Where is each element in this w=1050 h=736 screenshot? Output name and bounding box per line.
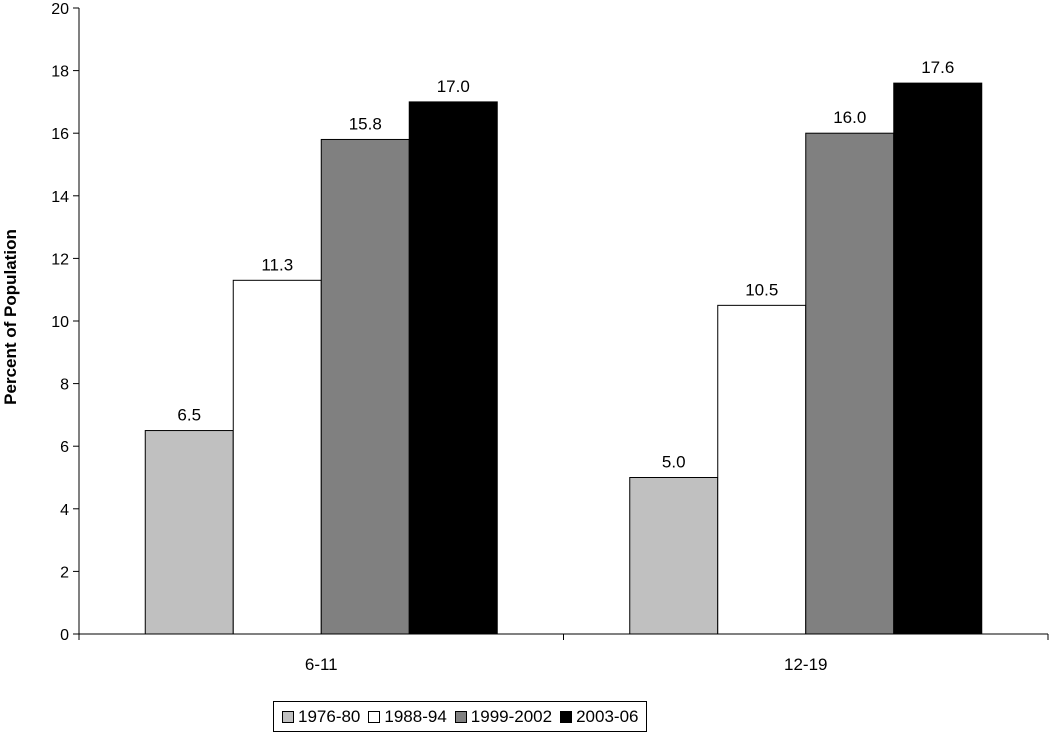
category-label: 12-19 xyxy=(784,655,827,674)
bar-1999-2002-6-11 xyxy=(320,138,410,635)
data-labels: 6.5 11.3 15.8 17.0 5.0 10.5 16.0 17.6 xyxy=(177,58,954,471)
data-label: 15.8 xyxy=(349,114,382,133)
legend-label: 2003-06 xyxy=(576,706,639,726)
y-tick-label: 0 xyxy=(60,627,69,644)
data-label: 17.0 xyxy=(437,77,470,96)
data-label: 6.5 xyxy=(177,406,201,425)
y-tick-label: 18 xyxy=(51,64,69,81)
legend-item: 1988-94 xyxy=(368,706,447,727)
bar-chart: 0 2 4 6 8 10 12 14 16 18 20 6-11 12-19 6.5 11.3 15.8 17… xyxy=(1,1,1049,674)
y-tick-label: 12 xyxy=(51,251,69,268)
bar-1976-80-12-19 xyxy=(629,477,719,635)
legend-swatch xyxy=(454,710,467,723)
bar-2003-06-6-11 xyxy=(408,101,498,635)
y-tick-label: 16 xyxy=(51,126,69,143)
data-label: 16.0 xyxy=(833,108,866,127)
data-label: 10.5 xyxy=(745,280,778,299)
category-label: 6-11 xyxy=(305,655,338,674)
bar-1988-94-6-11 xyxy=(232,279,322,635)
legend-swatch xyxy=(282,710,294,723)
axes: 0 2 4 6 8 10 12 14 16 18 20 6-11 12-19 xyxy=(51,1,1049,674)
bar-2003-06-12-19 xyxy=(893,82,983,635)
data-label: 11.3 xyxy=(261,255,293,274)
y-tick-label: 20 xyxy=(51,1,69,18)
data-label: 17.6 xyxy=(921,58,954,77)
y-tick-label: 14 xyxy=(51,189,69,206)
y-tick-label: 2 xyxy=(60,564,69,581)
legend-label: 1988-94 xyxy=(384,706,447,726)
bar-1999-2002-12-19 xyxy=(805,132,895,635)
bar-1976-80-6-11 xyxy=(144,430,234,635)
y-tick-label: 10 xyxy=(51,314,69,331)
y-tick-label: 6 xyxy=(60,439,69,456)
bar-1988-94-12-19 xyxy=(717,304,807,635)
legend-label: 1976-80 xyxy=(298,706,361,726)
legend-item: 2003-06 xyxy=(560,707,638,727)
legend-item: 1976-80 xyxy=(282,707,360,727)
legend-label: 1999-2002 xyxy=(470,706,553,726)
y-axis-label: Percent of Population xyxy=(1,229,20,405)
legend-swatch xyxy=(560,710,573,723)
legend-swatch xyxy=(368,710,381,723)
y-tick-label: 8 xyxy=(60,377,69,394)
legend-item: 1999-2002 xyxy=(454,706,553,727)
data-label: 5.0 xyxy=(662,453,686,472)
legend: 1976-80 1988-94 1999-2002 2003-06 xyxy=(273,701,648,732)
y-tick-label: 4 xyxy=(60,502,69,519)
bars xyxy=(144,82,983,635)
